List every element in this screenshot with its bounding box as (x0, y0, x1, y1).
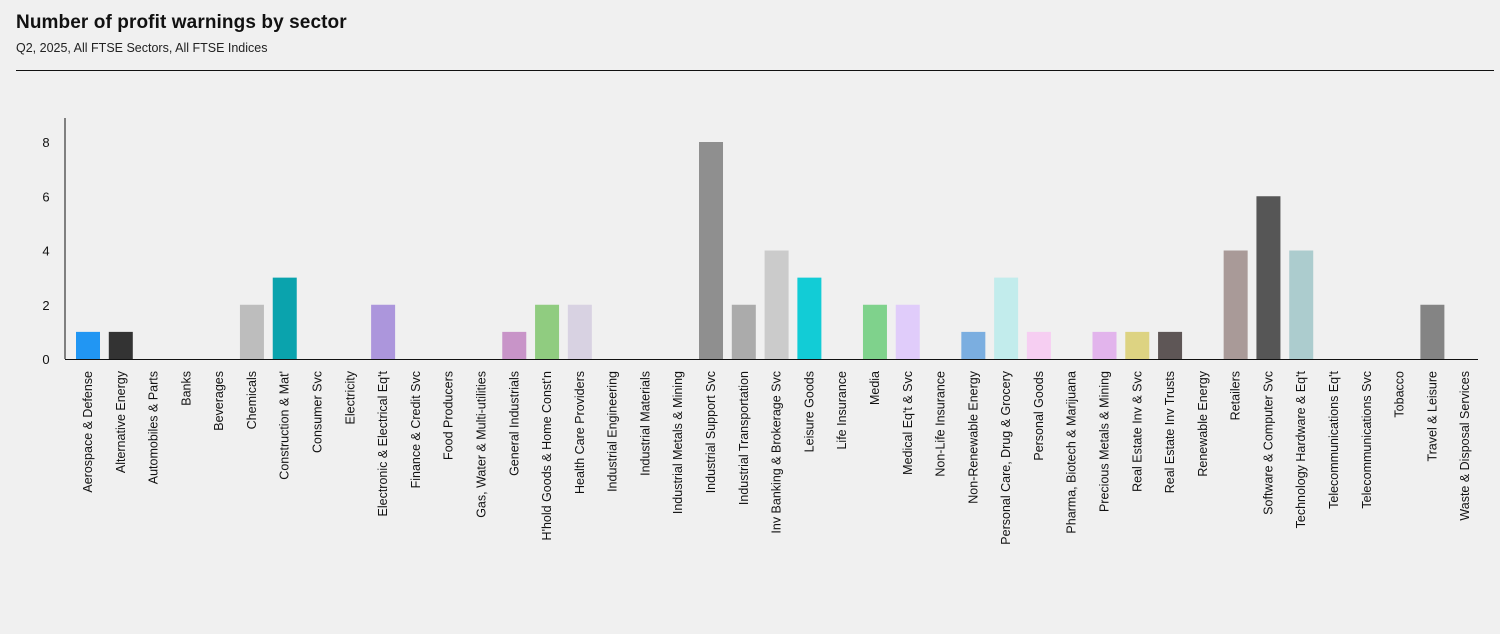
bar (994, 277, 1019, 360)
x-tick-label: Construction & Mat' (278, 371, 292, 480)
bar (862, 304, 887, 359)
x-tick-label: Medical Eq't & Svc (901, 371, 915, 475)
x-tick-label: Industrial Materials (638, 371, 652, 476)
x-tick-label: Waste & Disposal Services (1458, 371, 1472, 521)
x-tick-label: Life Insurance (835, 371, 849, 450)
bar (76, 331, 100, 360)
x-tick-label: Aerospace & Defense (81, 371, 95, 493)
x-tick-label: Software & Computer Svc (1261, 371, 1275, 515)
bar (567, 304, 592, 359)
bar (1092, 331, 1117, 360)
x-tick-label: Industrial Transportation (737, 371, 751, 505)
bar (239, 304, 264, 359)
x-tick-label: Food Producers (442, 371, 456, 460)
x-tick-label: Health Care Providers (573, 371, 587, 494)
bar (371, 304, 396, 359)
x-tick-label: Real Estate Inv Trusts (1163, 371, 1177, 493)
bar (731, 304, 756, 359)
x-tick-label: Industrial Support Svc (704, 371, 718, 493)
y-tick-label: 6 (42, 189, 49, 204)
chart-title: Number of profit warnings by sector (16, 12, 347, 33)
bar (764, 250, 789, 359)
x-tick-label: Inv Banking & Brokerage Svc (770, 371, 784, 534)
x-tick-label: General Industrials (507, 371, 521, 476)
x-tick-label: Finance & Credit Svc (409, 371, 423, 488)
x-tick-label: Alternative Energy (114, 370, 128, 473)
header-divider (16, 70, 1494, 71)
x-tick-label: Banks (179, 371, 193, 406)
x-tick-label: Automobiles & Parts (147, 371, 161, 484)
bar (1223, 250, 1248, 359)
x-tick-label: Gas, Water & Multi-utilities (474, 371, 488, 518)
bar (272, 277, 297, 360)
bar (1289, 250, 1314, 359)
x-tick-label: Telecommunications Svc (1360, 371, 1374, 509)
bar (699, 142, 724, 359)
x-tick-label: Renewable Energy (1196, 370, 1210, 476)
chart-subtitle: Q2, 2025, All FTSE Sectors, All FTSE Ind… (16, 41, 268, 55)
x-tick-label: Electricity (343, 370, 357, 424)
y-tick-label: 8 (42, 135, 49, 150)
bar (895, 304, 920, 359)
bar (108, 331, 133, 360)
x-tick-label: Personal Goods (1032, 371, 1046, 461)
x-tick-label: Personal Care, Drug & Grocery (999, 370, 1013, 544)
bar (797, 277, 822, 360)
x-tick-label: Retailers (1229, 371, 1243, 420)
x-tick-label: Industrial Engineering (606, 371, 620, 492)
bar (1420, 304, 1445, 359)
x-tick-label: Non-Life Insurance (934, 371, 948, 477)
bar (535, 304, 560, 359)
bar (1026, 331, 1051, 360)
x-tick-label: Beverages (212, 371, 226, 431)
x-tick-label: Travel & Leisure (1425, 371, 1439, 462)
x-tick-label: Chemicals (245, 371, 259, 429)
x-tick-label: Leisure Goods (802, 371, 816, 452)
x-tick-label: Electronic & Electrical Eq't (376, 370, 390, 516)
bar (502, 331, 527, 360)
x-tick-label: Tobacco (1393, 371, 1407, 418)
x-axis-labels: Aerospace & Defense Alternative Energy Aut… (81, 370, 1472, 544)
x-tick-label: Technology Hardware & Eq't (1294, 370, 1308, 528)
y-axis-ticks: 0 2 4 6 8 (42, 135, 49, 367)
bar (1125, 331, 1150, 360)
y-tick-label: 4 (42, 244, 49, 259)
x-tick-label: Real Estate Inv & Svc (1130, 371, 1144, 492)
x-tick-label: Non-Renewable Energy (966, 370, 980, 503)
x-tick-label: Media (868, 371, 882, 405)
bars (76, 142, 1445, 360)
y-tick-label: 2 (42, 298, 49, 313)
x-tick-label: Telecommunications Eq't (1327, 370, 1341, 508)
y-tick-label: 0 (42, 352, 49, 367)
bar (1256, 196, 1281, 359)
x-tick-label: Precious Metals & Mining (1097, 371, 1111, 512)
x-tick-label: Consumer Svc (311, 371, 325, 453)
bar (1158, 331, 1183, 360)
x-tick-label: Industrial Metals & Mining (671, 371, 685, 514)
bar (961, 331, 986, 360)
x-tick-label: H'hold Goods & Home Const'n (540, 371, 554, 540)
x-tick-label: Pharma, Biotech & Marijuana (1065, 371, 1079, 534)
